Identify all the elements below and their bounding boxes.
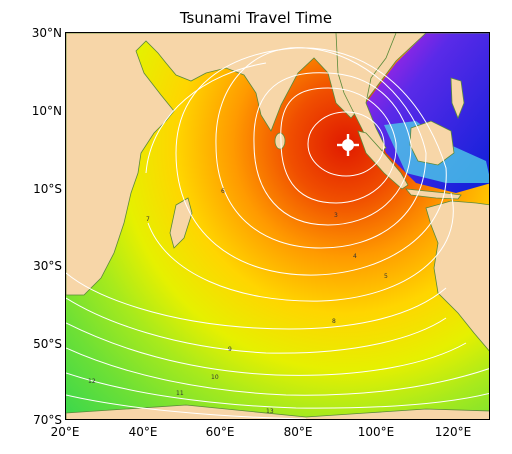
land-indochina: [335, 33, 397, 154]
contour-label: 7: [146, 216, 150, 223]
contour-label: 8: [332, 318, 336, 325]
y-tick-label: 30°N: [31, 26, 62, 40]
contour-label: 3: [334, 212, 338, 219]
land-africa-asia: [66, 33, 489, 296]
x-tick-label: 120°E: [434, 425, 472, 439]
y-tick-label: 50°S: [33, 337, 62, 351]
y-tick-label: 10°S: [33, 182, 62, 196]
x-tick-label: 60°E: [205, 425, 235, 439]
y-tick-label: 10°N: [31, 104, 62, 118]
contour-label: 11: [176, 390, 184, 397]
land-madagascar: [169, 197, 193, 249]
land-australia: [425, 200, 489, 352]
contour-label: 9: [228, 346, 232, 353]
land-java: [405, 188, 462, 200]
x-tick-label: 100°E: [357, 425, 395, 439]
contour-label: 6: [221, 188, 225, 195]
contour-label: 10: [211, 374, 219, 381]
travel-time-contours: [66, 47, 489, 419]
x-tick-label: 80°E: [283, 425, 313, 439]
contour-label: 4: [353, 253, 357, 260]
contour-label: 12: [88, 378, 96, 385]
map-plot-area: 3 4 5 6 7 8 9 10 11 12 13: [65, 32, 490, 420]
white-cross-icon: [337, 134, 359, 156]
contour-label: 13: [266, 408, 274, 415]
land-antarctica: [66, 404, 489, 419]
land-philippines: [450, 77, 465, 120]
y-tick-label: 30°S: [33, 259, 62, 273]
travel-time-map: 3 4 5 6 7 8 9 10 11 12 13: [66, 33, 489, 419]
land-sumatra: [357, 130, 409, 190]
x-tick-label: 40°E: [128, 425, 158, 439]
contour-value-labels: 3 4 5 6 7 8 9 10 11 12 13: [88, 188, 388, 415]
map-title: Tsunami Travel Time: [179, 9, 333, 27]
contour-label: 5: [384, 273, 388, 280]
x-tick-label: 20°E: [50, 425, 80, 439]
land-sri-lanka: [274, 132, 286, 150]
y-tick-label: 70°S: [33, 413, 62, 427]
